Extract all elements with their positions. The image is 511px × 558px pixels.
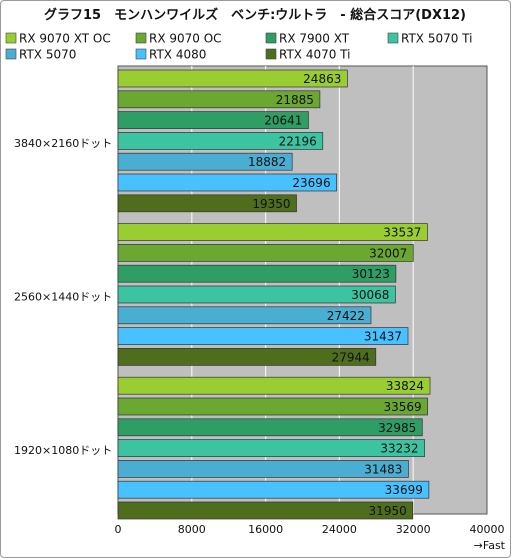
bar [117, 460, 409, 478]
bar [117, 480, 430, 499]
bar [117, 418, 423, 437]
legend-item: RTX 5070 Ti [387, 32, 472, 46]
x-tick-label: 8000 [178, 523, 206, 536]
bar-value-label: 33232 [380, 442, 418, 456]
bar-value-label: 31437 [364, 330, 402, 344]
bar-value-label: 33569 [383, 400, 421, 414]
x-tick-label: 16000 [248, 523, 283, 536]
legend-swatch [135, 48, 147, 60]
legend-label: RX 9070 OC [149, 32, 222, 46]
bar-value-label: 30123 [352, 267, 390, 281]
bar [117, 285, 396, 304]
bar [117, 90, 321, 109]
bar-value-label: 31483 [364, 462, 402, 476]
bar [117, 69, 348, 88]
chart-title: グラフ15 モンハンワイルズ ベンチ:ウルトラ - 総合スコア(DX12) [44, 7, 466, 23]
category-labels: 3840×2160ドット 2560×1440ドット 1920×1080ドット [14, 137, 112, 457]
legend-swatch [265, 48, 277, 60]
x-tick-label: 24000 [322, 523, 357, 536]
x-tick-label: 32000 [396, 523, 431, 536]
legend-item: RTX 4080 [135, 48, 206, 62]
legend: RX 9070 XT OC RX 9070 OC RX 7900 XT RTX 507… [5, 32, 472, 62]
bar-value-label: 19350 [252, 197, 290, 211]
category-label: 1920×1080ドット [14, 444, 112, 457]
bar-value-label: 33699 [385, 483, 423, 497]
bar-value-label: 33824 [386, 379, 424, 393]
bar-value-label: 20641 [264, 114, 302, 128]
x-tick-label: 40000 [470, 523, 505, 536]
bar [117, 376, 431, 395]
legend-item: RX 9070 XT OC [5, 32, 111, 46]
bar [117, 264, 397, 283]
bar [117, 327, 409, 345]
bar-value-label: 33537 [383, 226, 421, 240]
legend-item: RTX 5070 [5, 48, 76, 62]
legend-swatch [5, 32, 17, 44]
bar [117, 244, 414, 262]
legend-label: RTX 5070 [19, 48, 76, 62]
x-tick-label: 0 [115, 523, 122, 536]
bar-value-label: 32985 [378, 421, 416, 435]
legend-label: RTX 4080 [149, 48, 206, 62]
bar-value-label: 27422 [327, 309, 365, 323]
bar [117, 348, 377, 366]
bar-value-label: 30068 [351, 288, 389, 302]
bar [117, 397, 429, 416]
legend-label: RX 9070 XT OC [19, 32, 111, 46]
legend-item: RX 9070 OC [135, 32, 222, 46]
legend-label: RTX 4070 Ti [279, 48, 350, 62]
bar-value-label: 22196 [279, 134, 317, 148]
bar-value-label: 18882 [248, 155, 286, 169]
legend-item: RTX 4070 Ti [265, 48, 350, 62]
bar [117, 439, 425, 457]
bar-value-label: 31950 [369, 504, 407, 518]
bar [117, 152, 293, 171]
legend-swatch [5, 48, 17, 60]
bar [117, 501, 414, 520]
legend-swatch [135, 32, 147, 44]
x-axis-ticks: 0 8000 16000 24000 32000 40000 [115, 523, 505, 536]
bar [117, 173, 337, 192]
axis-note: →Fast [474, 539, 506, 552]
legend-item: RX 7900 XT [265, 32, 350, 46]
legend-label: RTX 5070 Ti [401, 32, 472, 46]
legend-label: RX 7900 XT [279, 32, 350, 46]
bar-value-label: 21885 [276, 93, 314, 107]
bar [117, 194, 297, 213]
legend-swatch [265, 32, 277, 44]
bar-value-label: 27944 [332, 350, 370, 364]
bar [117, 223, 428, 241]
bar-value-label: 24863 [303, 72, 341, 86]
category-label: 2560×1440ドット [14, 290, 112, 303]
bar [117, 111, 309, 129]
category-label: 3840×2160ドット [14, 137, 112, 150]
bar [117, 132, 324, 150]
bar [117, 306, 372, 325]
legend-swatch [387, 32, 399, 44]
bar-value-label: 32007 [369, 246, 407, 260]
bar-value-label: 23696 [292, 176, 330, 190]
